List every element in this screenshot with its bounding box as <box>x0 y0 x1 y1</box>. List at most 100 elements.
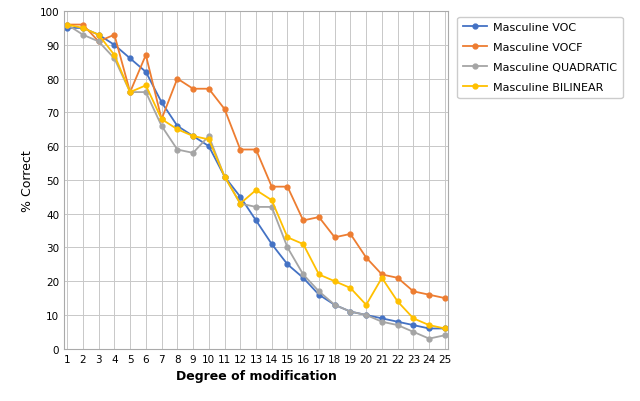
Masculine VOCF <box>300 219 307 223</box>
Masculine VOCF <box>236 148 244 152</box>
Masculine BILINEAR <box>79 26 87 31</box>
Masculine VOC <box>284 262 291 267</box>
Masculine BILINEAR <box>268 198 276 203</box>
Masculine VOCF <box>284 185 291 190</box>
Masculine VOC <box>189 134 197 139</box>
Masculine QUADRATIC <box>300 272 307 277</box>
Masculine QUADRATIC <box>142 91 150 95</box>
Masculine VOC <box>236 195 244 200</box>
Masculine BILINEAR <box>205 138 212 142</box>
Masculine VOCF <box>142 53 150 58</box>
Masculine VOCF <box>425 293 433 298</box>
Masculine VOCF <box>157 117 165 122</box>
Masculine BILINEAR <box>189 134 197 139</box>
Masculine VOC <box>425 326 433 331</box>
Masculine BILINEAR <box>410 316 417 321</box>
Masculine VOCF <box>252 148 260 152</box>
Masculine VOC <box>268 242 276 247</box>
Masculine QUADRATIC <box>268 205 276 210</box>
Masculine QUADRATIC <box>63 23 71 28</box>
Masculine VOC <box>221 175 228 180</box>
Masculine QUADRATIC <box>221 175 228 180</box>
Masculine QUADRATIC <box>111 57 118 62</box>
Masculine BILINEAR <box>441 326 449 331</box>
Masculine BILINEAR <box>331 279 339 284</box>
Masculine VOCF <box>362 255 370 260</box>
Masculine QUADRATIC <box>394 323 401 328</box>
Masculine VOCF <box>205 87 212 92</box>
Masculine QUADRATIC <box>95 40 102 45</box>
Masculine BILINEAR <box>347 286 355 291</box>
Masculine VOC <box>362 313 370 318</box>
Masculine BILINEAR <box>236 202 244 207</box>
Masculine VOC <box>252 219 260 223</box>
Masculine QUADRATIC <box>315 289 323 294</box>
Masculine QUADRATIC <box>157 124 165 129</box>
Y-axis label: % Correct: % Correct <box>21 150 34 211</box>
Masculine VOC <box>142 70 150 75</box>
Masculine VOCF <box>79 23 87 28</box>
Masculine BILINEAR <box>111 53 118 58</box>
Masculine BILINEAR <box>300 242 307 247</box>
Masculine VOC <box>173 124 181 129</box>
Masculine VOCF <box>173 77 181 82</box>
Masculine BILINEAR <box>157 117 165 122</box>
Masculine VOCF <box>95 40 102 45</box>
Masculine VOC <box>111 43 118 48</box>
Masculine QUADRATIC <box>79 33 87 38</box>
Masculine BILINEAR <box>63 23 71 28</box>
Masculine QUADRATIC <box>252 205 260 210</box>
Line: Masculine BILINEAR: Masculine BILINEAR <box>65 23 447 331</box>
Masculine VOCF <box>441 296 449 301</box>
Masculine VOC <box>347 310 355 314</box>
Masculine VOCF <box>126 91 134 95</box>
Masculine QUADRATIC <box>126 91 134 95</box>
Masculine BILINEAR <box>173 128 181 132</box>
Masculine QUADRATIC <box>378 320 386 324</box>
Masculine QUADRATIC <box>331 303 339 308</box>
Masculine QUADRATIC <box>236 202 244 207</box>
Masculine VOCF <box>394 276 401 281</box>
Masculine VOCF <box>315 215 323 220</box>
Masculine VOCF <box>410 289 417 294</box>
Line: Masculine QUADRATIC: Masculine QUADRATIC <box>65 23 447 341</box>
Masculine VOC <box>157 101 165 105</box>
Masculine QUADRATIC <box>205 134 212 139</box>
Masculine VOCF <box>111 33 118 38</box>
Masculine VOC <box>378 316 386 321</box>
Masculine VOC <box>315 293 323 298</box>
Masculine VOCF <box>331 235 339 240</box>
Masculine VOC <box>126 57 134 62</box>
Legend: Masculine VOC, Masculine VOCF, Masculine QUADRATIC, Masculine BILINEAR: Masculine VOC, Masculine VOCF, Masculine… <box>458 18 623 99</box>
Masculine BILINEAR <box>394 299 401 304</box>
Masculine QUADRATIC <box>189 151 197 156</box>
Masculine BILINEAR <box>252 188 260 193</box>
Masculine BILINEAR <box>95 33 102 38</box>
Masculine VOCF <box>63 23 71 28</box>
Masculine BILINEAR <box>142 84 150 89</box>
Line: Masculine VOCF: Masculine VOCF <box>65 23 447 301</box>
Masculine QUADRATIC <box>347 310 355 314</box>
Masculine QUADRATIC <box>410 330 417 334</box>
Masculine VOC <box>79 26 87 31</box>
Masculine VOC <box>63 26 71 31</box>
Masculine QUADRATIC <box>441 333 449 338</box>
Masculine VOC <box>410 323 417 328</box>
Masculine QUADRATIC <box>284 245 291 250</box>
Masculine VOC <box>441 326 449 331</box>
Masculine QUADRATIC <box>173 148 181 152</box>
Masculine BILINEAR <box>221 175 228 180</box>
Line: Masculine VOC: Masculine VOC <box>65 26 447 331</box>
Masculine BILINEAR <box>284 235 291 240</box>
Masculine QUADRATIC <box>362 313 370 318</box>
Masculine BILINEAR <box>126 91 134 95</box>
X-axis label: Degree of modification: Degree of modification <box>175 369 337 382</box>
Masculine VOCF <box>347 232 355 237</box>
Masculine VOC <box>205 144 212 149</box>
Masculine BILINEAR <box>425 323 433 328</box>
Masculine BILINEAR <box>362 303 370 308</box>
Masculine VOCF <box>378 272 386 277</box>
Masculine QUADRATIC <box>425 336 433 341</box>
Masculine VOCF <box>221 107 228 112</box>
Masculine VOC <box>331 303 339 308</box>
